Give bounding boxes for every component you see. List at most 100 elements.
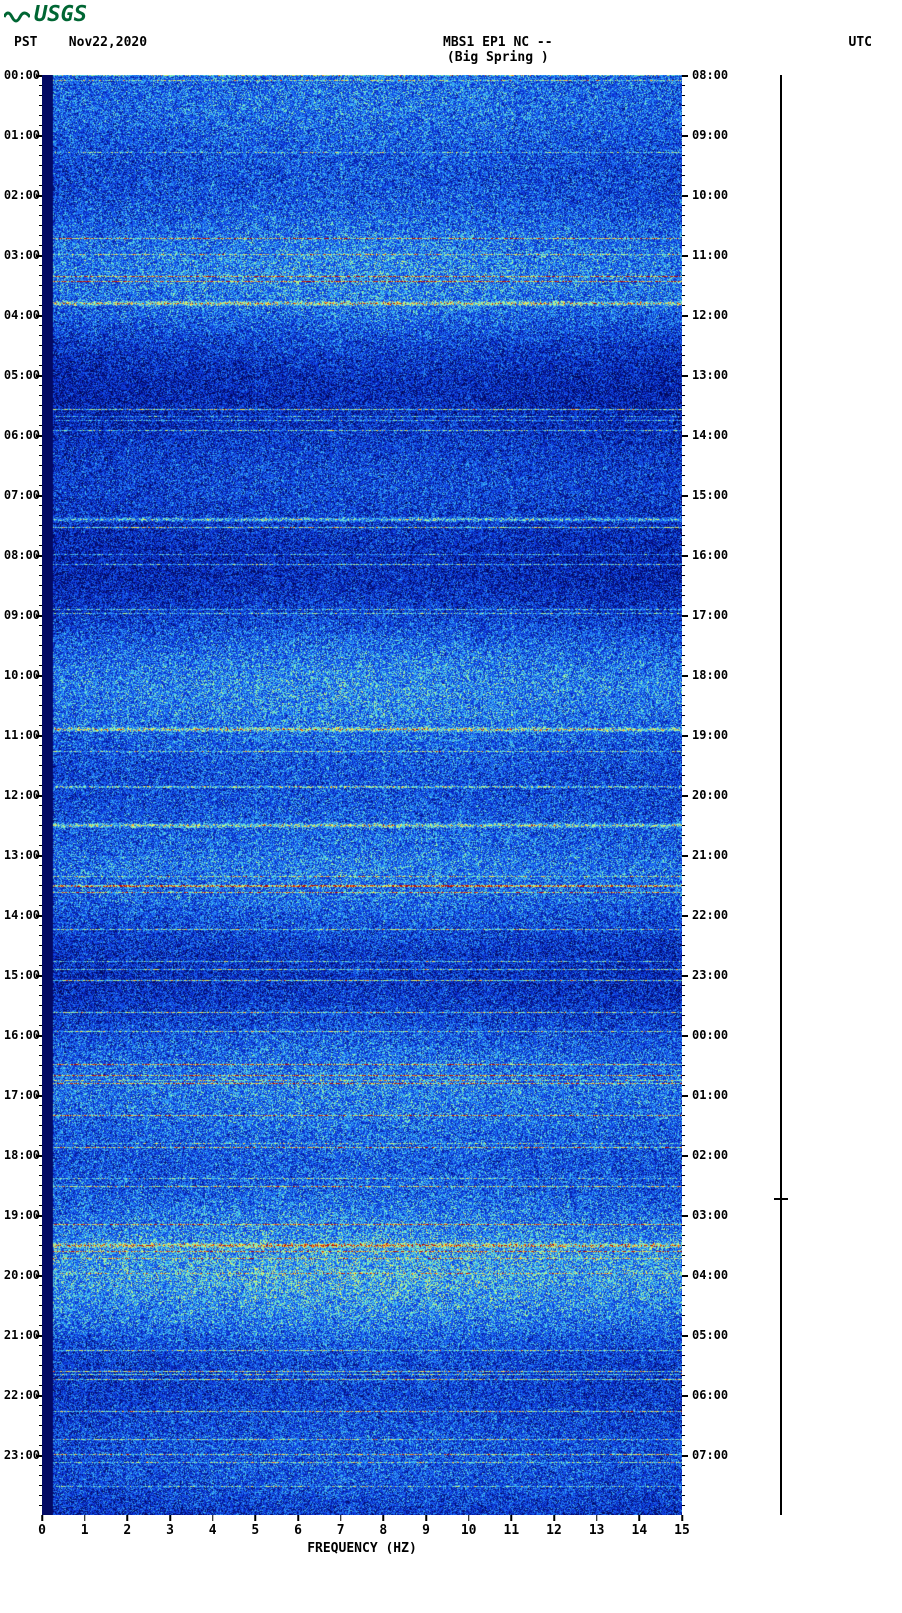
y-tick-minor	[39, 1465, 42, 1466]
y-tick-minor	[39, 1285, 42, 1286]
header-center: MBS1 EP1 NC -- (Big Spring )	[147, 35, 848, 65]
y-tick-minor	[39, 595, 42, 596]
y-tick-minor	[39, 485, 42, 486]
y-tick-minor	[682, 965, 685, 966]
y-tick-minor	[682, 385, 685, 386]
y-tick-minor	[682, 1145, 685, 1146]
y-tick-minor	[39, 185, 42, 186]
y-tick-label: 04:00	[692, 1268, 728, 1282]
y-tick-minor	[682, 285, 685, 286]
y-tick-minor	[39, 445, 42, 446]
y-tick-minor	[682, 515, 685, 516]
y-tick-label: 21:00	[692, 848, 728, 862]
y-tick-major	[682, 795, 688, 797]
y-tick-minor	[682, 1375, 685, 1376]
header-left: PST Nov22,2020	[14, 35, 147, 50]
y-tick-minor	[39, 1315, 42, 1316]
y-tick-minor	[682, 595, 685, 596]
y-tick-minor	[682, 245, 685, 246]
y-tick-minor	[39, 635, 42, 636]
wave-icon	[4, 6, 30, 24]
y-tick-minor	[682, 635, 685, 636]
y-tick-minor	[682, 1075, 685, 1076]
y-tick-minor	[682, 95, 685, 96]
y-tick-minor	[39, 1265, 42, 1266]
y-tick-label: 03:00	[692, 1208, 728, 1222]
y-tick-minor	[682, 725, 685, 726]
y-tick-minor	[39, 95, 42, 96]
y-tick-minor	[39, 875, 42, 876]
y-tick-label: 21:00	[4, 1328, 40, 1342]
y-tick-minor	[39, 655, 42, 656]
y-tick-minor	[39, 285, 42, 286]
y-tick-label: 12:00	[4, 788, 40, 802]
y-tick-minor	[682, 695, 685, 696]
x-tick	[639, 1515, 641, 1521]
y-tick-major	[682, 1155, 688, 1157]
y-tick-minor	[39, 885, 42, 886]
y-tick-minor	[39, 805, 42, 806]
y-tick-minor	[682, 265, 685, 266]
y-tick-minor	[682, 1175, 685, 1176]
y-tick-minor	[39, 1505, 42, 1506]
y-tick-minor	[39, 1115, 42, 1116]
y-tick-minor	[682, 335, 685, 336]
y-tick-minor	[39, 155, 42, 156]
y-tick-major	[36, 495, 42, 497]
y-tick-label: 19:00	[692, 728, 728, 742]
y-tick-label: 22:00	[692, 908, 728, 922]
y-tick-major	[36, 375, 42, 377]
y-tick-minor	[39, 1255, 42, 1256]
y-tick-minor	[682, 745, 685, 746]
y-tick-minor	[682, 995, 685, 996]
y-tick-minor	[682, 155, 685, 156]
y-tick-major	[36, 615, 42, 617]
spectrogram-canvas	[42, 75, 682, 1515]
y-ticks-right	[682, 75, 688, 1515]
y-tick-minor	[39, 1055, 42, 1056]
y-tick-label: 14:00	[692, 428, 728, 442]
y-tick-minor	[682, 1285, 685, 1286]
y-tick-minor	[682, 1105, 685, 1106]
y-tick-minor	[682, 175, 685, 176]
y-tick-minor	[39, 625, 42, 626]
x-tick	[169, 1515, 171, 1521]
y-tick-minor	[39, 165, 42, 166]
y-tick-major	[682, 1455, 688, 1457]
y-tick-minor	[39, 1385, 42, 1386]
y-tick-minor	[682, 1415, 685, 1416]
x-tick-label: 15	[674, 1523, 690, 1538]
y-tick-major	[36, 855, 42, 857]
y-tick-minor	[682, 415, 685, 416]
y-tick-minor	[682, 1185, 685, 1186]
x-tick-label: 9	[422, 1523, 430, 1538]
y-tick-label: 00:00	[4, 68, 40, 82]
x-axis-title: FREQUENCY (HZ)	[42, 1541, 682, 1556]
y-tick-minor	[39, 575, 42, 576]
y-tick-minor	[682, 905, 685, 906]
y-tick-major	[682, 855, 688, 857]
x-tick	[41, 1515, 43, 1521]
y-tick-minor	[39, 1205, 42, 1206]
y-tick-minor	[682, 575, 685, 576]
y-tick-minor	[39, 405, 42, 406]
y-tick-major	[682, 315, 688, 317]
y-tick-major	[36, 435, 42, 437]
x-tick-label: 5	[251, 1523, 259, 1538]
y-tick-minor	[682, 1045, 685, 1046]
y-tick-minor	[39, 1045, 42, 1046]
x-tick-label: 13	[589, 1523, 605, 1538]
y-tick-minor	[39, 385, 42, 386]
y-tick-label: 18:00	[4, 1148, 40, 1162]
y-tick-minor	[682, 1055, 685, 1056]
y-tick-minor	[39, 225, 42, 226]
y-tick-label: 08:00	[692, 68, 728, 82]
y-tick-label: 05:00	[692, 1328, 728, 1342]
y-tick-minor	[682, 1435, 685, 1436]
y-tick-minor	[682, 325, 685, 326]
y-tick-major	[36, 135, 42, 137]
y-tick-label: 10:00	[692, 188, 728, 202]
y-tick-major	[682, 75, 688, 77]
y-tick-label: 16:00	[692, 548, 728, 562]
y-tick-label: 08:00	[4, 548, 40, 562]
